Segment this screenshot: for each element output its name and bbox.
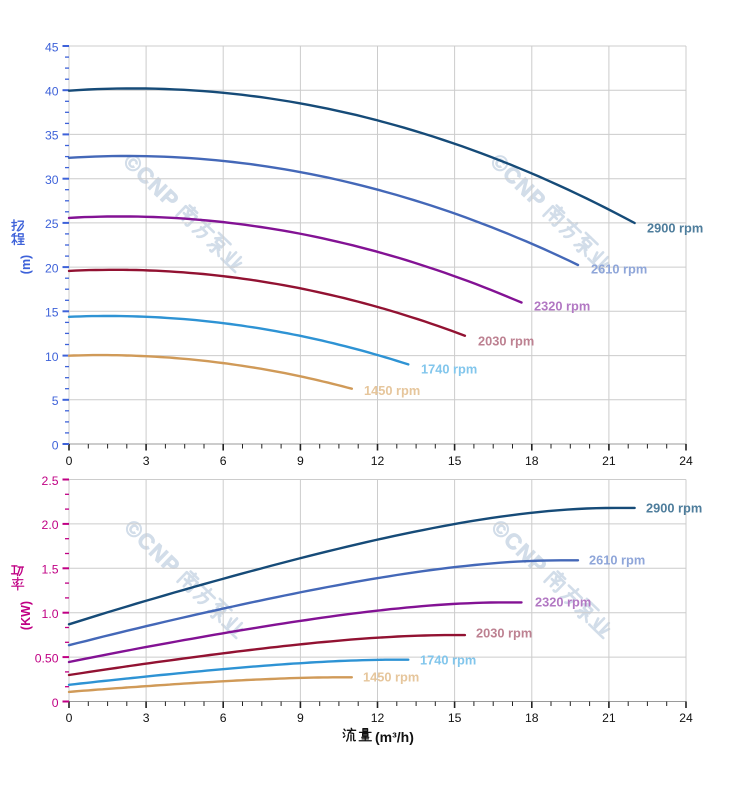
svg-text:2900 rpm: 2900 rpm — [647, 220, 703, 235]
svg-text:12: 12 — [371, 711, 385, 725]
svg-text:20: 20 — [45, 261, 59, 275]
svg-text:1450 rpm: 1450 rpm — [364, 383, 420, 398]
svg-text:(m): (m) — [19, 255, 33, 274]
svg-text:18: 18 — [525, 711, 539, 725]
svg-text:1.5: 1.5 — [42, 563, 59, 577]
svg-text:0: 0 — [52, 438, 59, 452]
svg-text:25: 25 — [45, 217, 59, 231]
svg-text:15: 15 — [448, 454, 462, 468]
svg-text:2.0: 2.0 — [42, 518, 59, 532]
svg-text:21: 21 — [602, 711, 616, 725]
svg-text:21: 21 — [602, 454, 616, 468]
svg-text:0.50: 0.50 — [35, 651, 59, 665]
svg-text:0: 0 — [52, 696, 59, 710]
svg-text:24: 24 — [679, 454, 693, 468]
svg-text:2.5: 2.5 — [42, 474, 59, 488]
svg-text:24: 24 — [679, 711, 693, 725]
svg-text:2610 rpm: 2610 rpm — [589, 552, 645, 567]
svg-text:2030 rpm: 2030 rpm — [476, 625, 532, 640]
svg-text:(m³/h): (m³/h) — [375, 729, 414, 745]
svg-text:1.0: 1.0 — [42, 607, 59, 621]
svg-text:9: 9 — [297, 454, 304, 468]
svg-text:35: 35 — [45, 129, 59, 143]
svg-text:1740 rpm: 1740 rpm — [421, 361, 477, 376]
svg-text:40: 40 — [45, 85, 59, 99]
svg-text:2030 rpm: 2030 rpm — [478, 333, 534, 348]
svg-text:6: 6 — [220, 711, 227, 725]
svg-text:45: 45 — [45, 40, 59, 54]
svg-text:0: 0 — [66, 454, 73, 468]
svg-text:3: 3 — [143, 711, 150, 725]
svg-text:(KW): (KW) — [19, 601, 33, 630]
svg-text:5: 5 — [52, 394, 59, 408]
svg-text:2610 rpm: 2610 rpm — [591, 261, 647, 276]
svg-text:12: 12 — [371, 454, 385, 468]
svg-text:3: 3 — [143, 454, 150, 468]
svg-text:2900 rpm: 2900 rpm — [646, 500, 702, 515]
svg-text:15: 15 — [45, 306, 59, 320]
svg-text:9: 9 — [297, 711, 304, 725]
svg-text:1450 rpm: 1450 rpm — [363, 669, 419, 684]
svg-text:6: 6 — [220, 454, 227, 468]
svg-text:15: 15 — [448, 711, 462, 725]
svg-text:10: 10 — [45, 350, 59, 364]
svg-text:30: 30 — [45, 173, 59, 187]
svg-text:2320 rpm: 2320 rpm — [535, 594, 591, 609]
svg-text:2320 rpm: 2320 rpm — [534, 298, 590, 313]
svg-text:0: 0 — [66, 711, 73, 725]
svg-text:1740 rpm: 1740 rpm — [420, 652, 476, 667]
svg-text:18: 18 — [525, 454, 539, 468]
